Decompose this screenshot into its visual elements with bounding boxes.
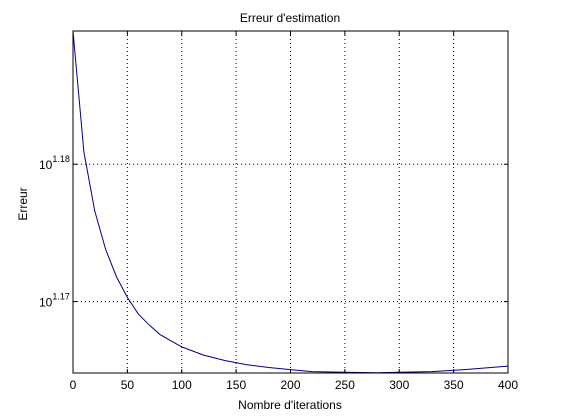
x-tick-label: 50 <box>121 378 135 392</box>
x-tick-label: 350 <box>444 378 464 392</box>
tick-labels: 0 50 100 150 200 250 300 350 400 101.17 101.18 <box>39 154 518 392</box>
y-tick-label: 101.17 <box>39 292 70 310</box>
x-tick-label: 150 <box>226 378 246 392</box>
y-tick-label: 101.18 <box>39 154 70 172</box>
x-axis-label: Nombre d'iterations <box>238 398 342 412</box>
x-tick-label: 300 <box>389 378 409 392</box>
plot-area <box>73 31 508 373</box>
x-tick-label: 250 <box>335 378 355 392</box>
grid <box>73 31 508 373</box>
y-axis-label: Erreur <box>16 187 30 220</box>
x-tick-label: 200 <box>280 378 300 392</box>
x-tick-label: 100 <box>172 378 192 392</box>
x-tick-label: 0 <box>70 378 77 392</box>
chart-title: Erreur d'estimation <box>240 11 340 25</box>
x-tick-label: 400 <box>498 378 518 392</box>
ticks <box>72 31 509 373</box>
